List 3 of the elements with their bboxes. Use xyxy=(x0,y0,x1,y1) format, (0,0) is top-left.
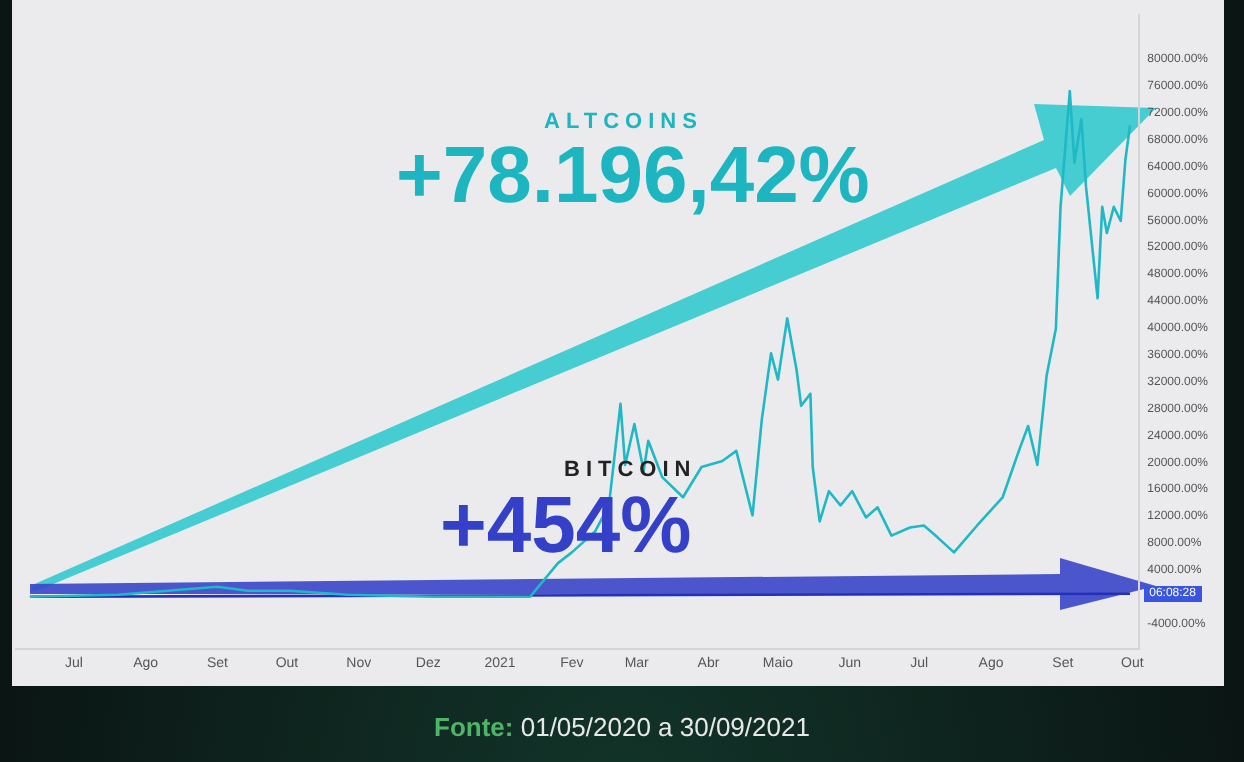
source-note: Fonte: 01/05/2020 a 30/09/2021 xyxy=(432,712,812,742)
annotation: +78.196,42% xyxy=(396,132,870,222)
annotation: ALTCOINS xyxy=(544,110,703,134)
